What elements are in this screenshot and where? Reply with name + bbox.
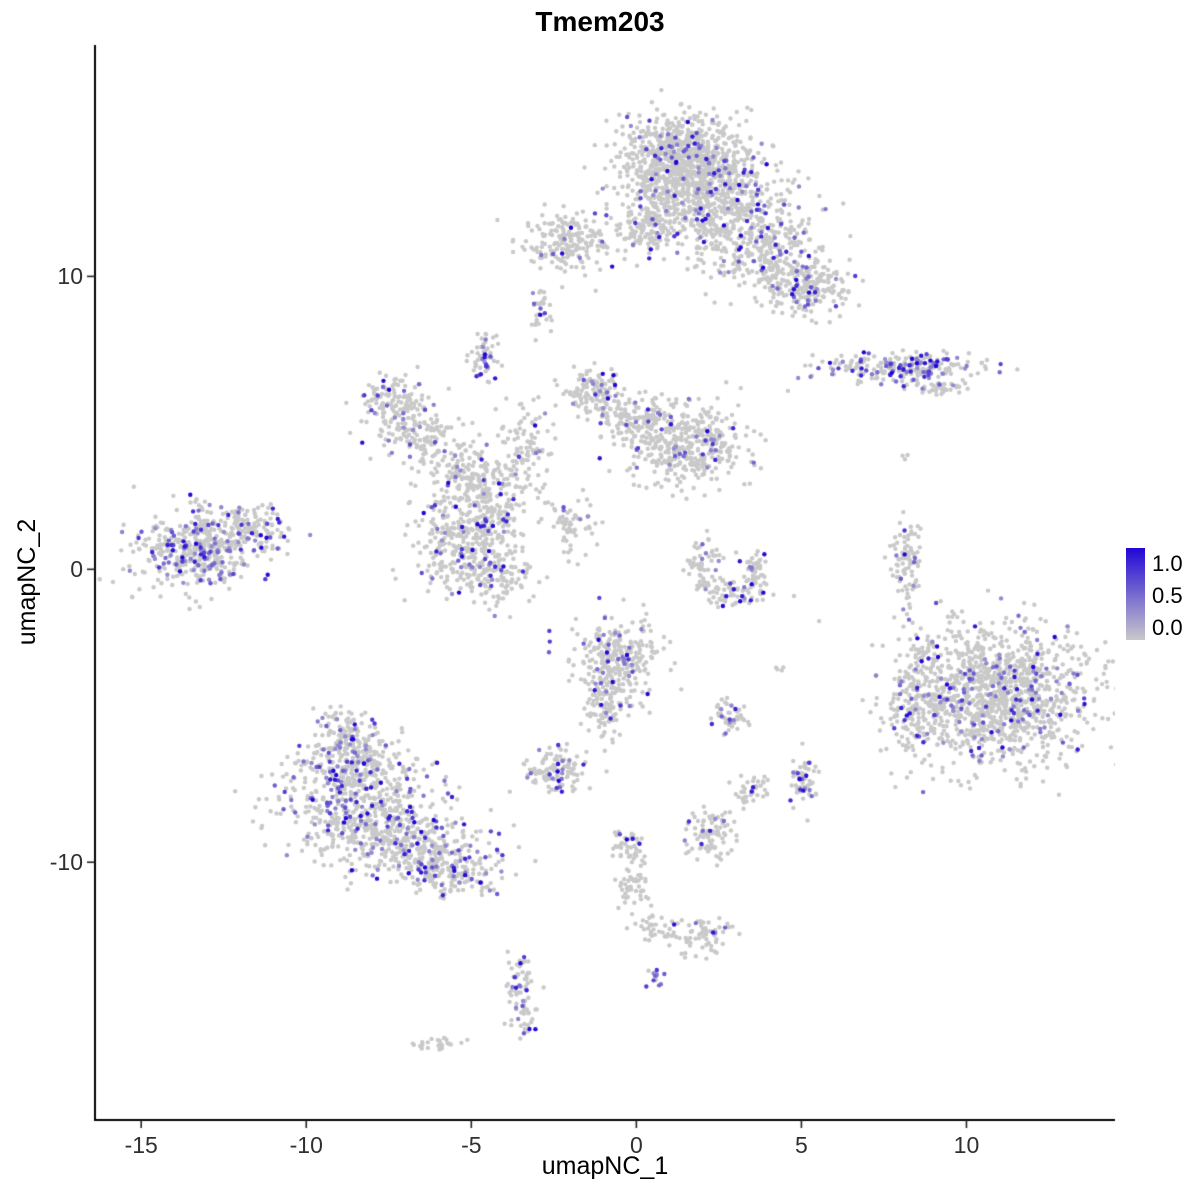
legend-label-mid: 0.5: [1152, 583, 1183, 608]
x-axis-title: umapNC_1: [541, 1152, 669, 1180]
x-tick-label: 5: [795, 1132, 808, 1158]
legend-label-low: 0.0: [1152, 615, 1183, 640]
x-tick-label: -5: [461, 1132, 482, 1158]
y-axis-title: umapNC_2: [13, 518, 41, 646]
y-tick-label: 0: [70, 556, 83, 583]
y-tick-label: 10: [57, 263, 83, 290]
x-tick-label: 0: [629, 1132, 643, 1158]
x-tick-label: -15: [124, 1132, 158, 1158]
expression-colorbar-legend: 1.0 0.5 0.0: [1126, 545, 1196, 645]
colorbar-gradient: [1126, 548, 1145, 640]
legend-label-high: 1.0: [1152, 551, 1183, 576]
y-tick-label: -10: [49, 849, 83, 876]
x-tick-label: 10: [953, 1132, 980, 1158]
x-tick-label: -10: [289, 1132, 323, 1158]
